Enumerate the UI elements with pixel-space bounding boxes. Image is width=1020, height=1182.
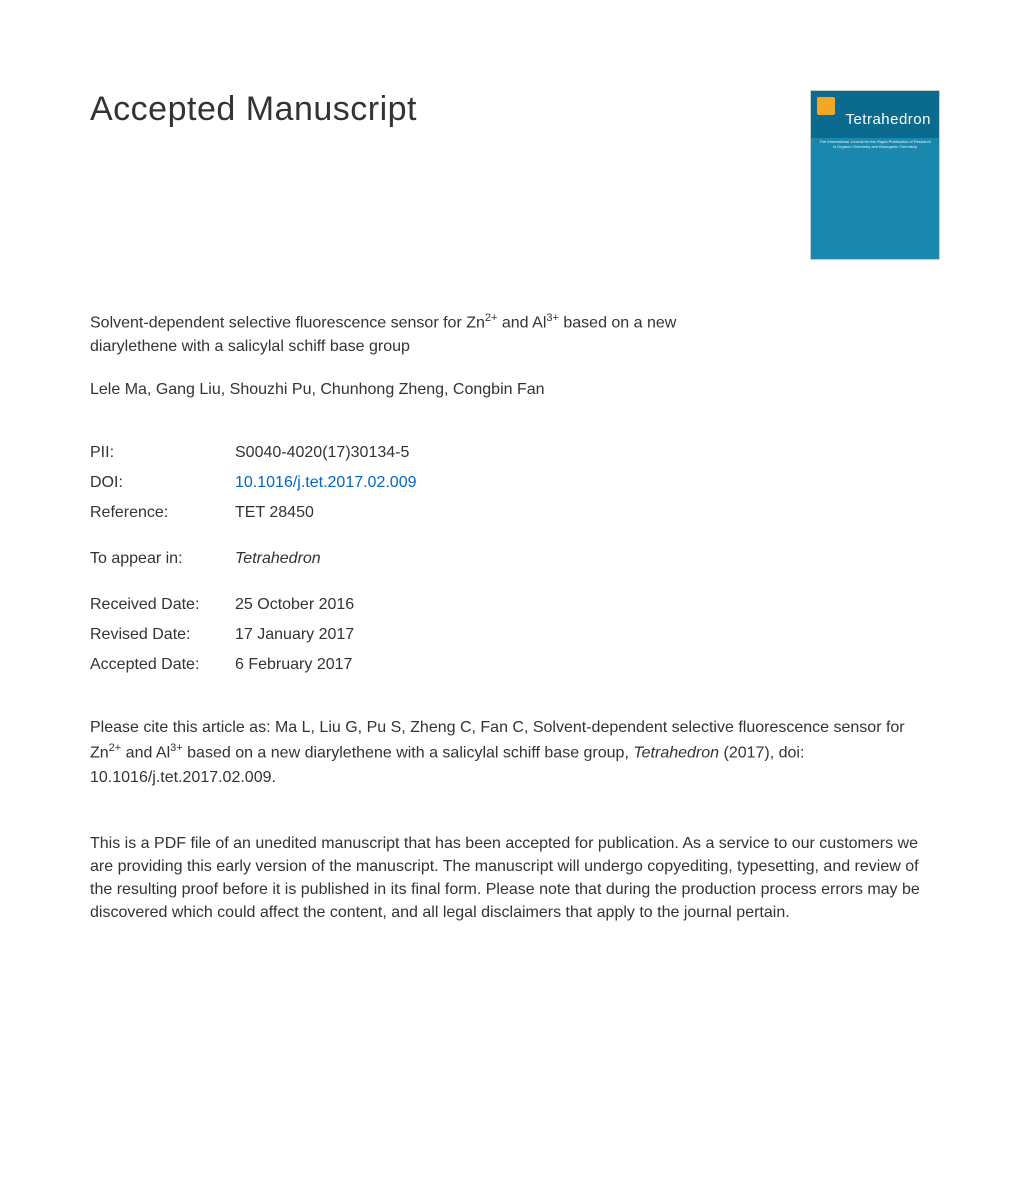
cover-journal-subtitle: The International Journal for the Rapid … [819,139,931,149]
doi-label: DOI: [90,474,235,492]
citation-block: Please cite this article as: Ma L, Liu G… [90,716,940,789]
revised-label: Revised Date: [90,626,235,644]
cover-journal-title: Tetrahedron [845,111,931,128]
citation-mid: and Al [121,745,170,762]
elsevier-logo-icon [817,97,835,115]
citation-journal: Tetrahedron [633,745,719,762]
meta-row-reference: Reference: TET 28450 [90,504,940,522]
appear-value: Tetrahedron [235,550,321,568]
citation-sup-zn: 2+ [109,742,122,754]
reference-label: Reference: [90,504,235,522]
meta-row-doi: DOI: 10.1016/j.tet.2017.02.009 [90,474,940,492]
doi-link[interactable]: 10.1016/j.tet.2017.02.009 [235,474,417,492]
pii-value: S0040-4020(17)30134-5 [235,444,409,462]
received-value: 25 October 2016 [235,596,354,614]
meta-row-revised: Revised Date: 17 January 2017 [90,626,940,644]
meta-row-appear: To appear in: Tetrahedron [90,550,940,568]
pii-label: PII: [90,444,235,462]
meta-row-pii: PII: S0040-4020(17)30134-5 [90,444,940,462]
meta-table: PII: S0040-4020(17)30134-5 DOI: 10.1016/… [90,444,940,522]
page-title: Accepted Manuscript [90,90,417,129]
title-sup-al: 3+ [546,312,559,324]
title-text-mid: and Al [497,314,546,331]
dates-block: Received Date: 25 October 2016 Revised D… [90,596,940,674]
title-text-pre: Solvent-dependent selective fluorescence… [90,314,485,331]
meta-row-received: Received Date: 25 October 2016 [90,596,940,614]
title-sup-zn: 2+ [485,312,498,324]
header-row: Accepted Manuscript Tetrahedron The Inte… [90,90,940,260]
received-label: Received Date: [90,596,235,614]
meta-row-accepted: Accepted Date: 6 February 2017 [90,656,940,674]
authors-list: Lele Ma, Gang Liu, Shouzhi Pu, Chunhong … [90,381,940,399]
appear-label: To appear in: [90,550,235,568]
disclaimer-text: This is a PDF file of an unedited manusc… [90,832,940,925]
accepted-value: 6 February 2017 [235,656,352,674]
revised-value: 17 January 2017 [235,626,354,644]
accepted-label: Accepted Date: [90,656,235,674]
citation-post1: based on a new diarylethene with a salic… [183,745,634,762]
journal-cover: Tetrahedron The International Journal fo… [810,90,940,260]
citation-sup-al: 3+ [170,742,183,754]
reference-value: TET 28450 [235,504,314,522]
article-title: Solvent-dependent selective fluorescence… [90,310,750,359]
